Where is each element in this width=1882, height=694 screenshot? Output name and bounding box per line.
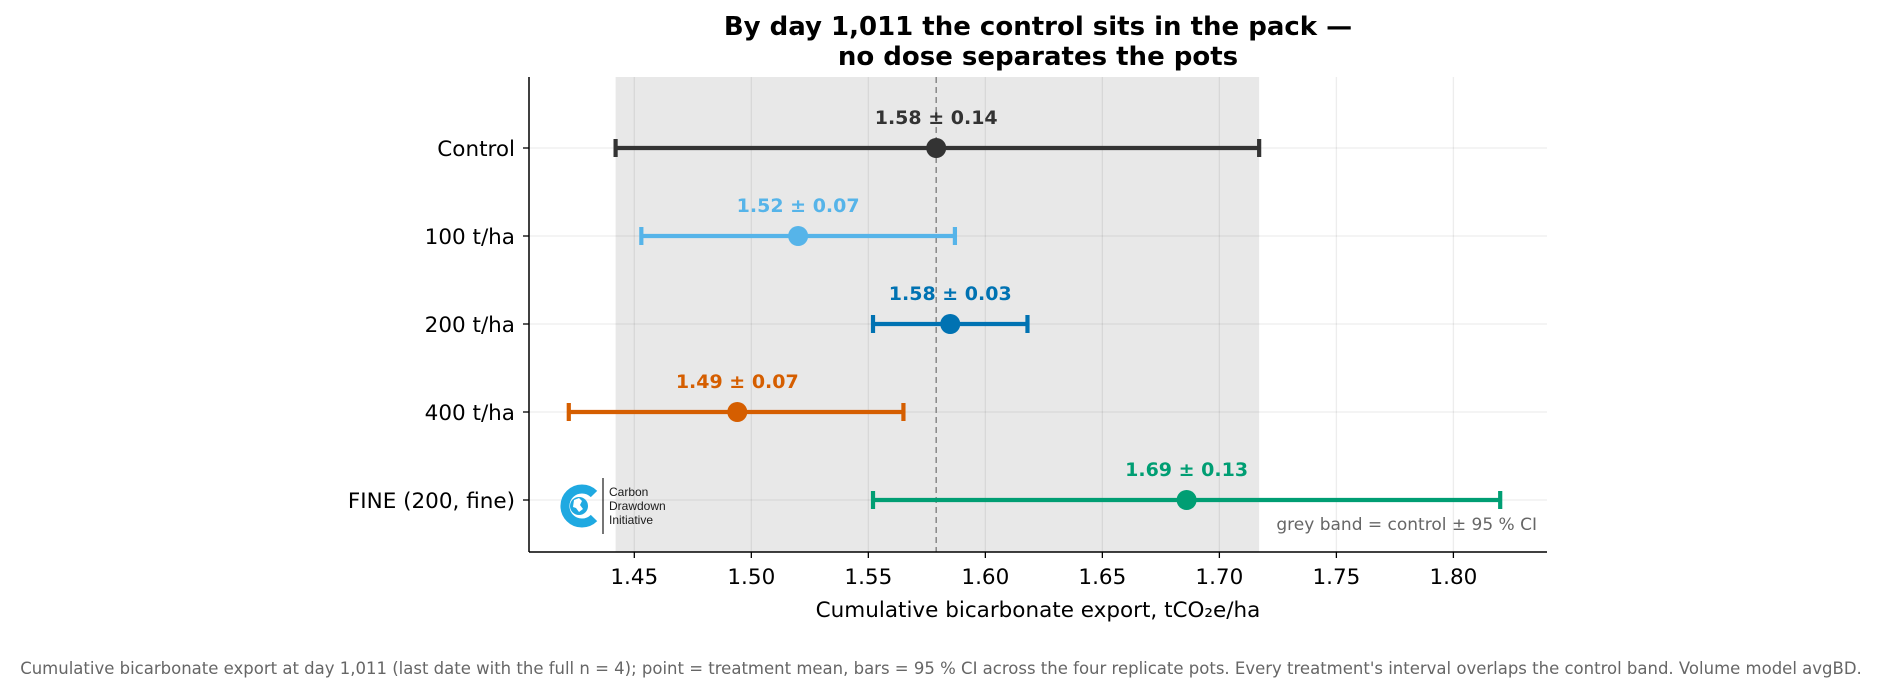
data-label: 1.52 ± 0.07 <box>737 195 860 217</box>
x-tick-label: 1.60 <box>961 565 1009 590</box>
figure-caption: Cumulative bicarbonate export at day 1,0… <box>20 659 1862 678</box>
mean-point <box>940 314 961 334</box>
x-tick-label: 1.55 <box>844 565 892 590</box>
y-tick-label: Control <box>437 137 515 162</box>
series-2: 1.58 ± 0.03 <box>870 283 1030 334</box>
x-tick-label: 1.80 <box>1429 565 1477 590</box>
x-tick-label: 1.65 <box>1078 565 1126 590</box>
mean-point <box>926 138 947 158</box>
y-tick-label: FINE (200, fine) <box>348 489 515 514</box>
data-label: 1.69 ± 0.13 <box>1125 459 1248 481</box>
x-tick-label: 1.70 <box>1195 565 1243 590</box>
series-marks: 1.58 ± 0.14 1.52 ± 0.07 1.58 ± 0.03 1.49 ± … <box>566 107 1503 510</box>
logo-text-line-3: Initiative <box>609 513 653 527</box>
carbon-drawdown-globe-icon <box>560 484 598 528</box>
logo-text-line-2: Drawdown <box>609 499 666 513</box>
data-label: 1.58 ± 0.03 <box>889 283 1012 305</box>
x-tick-label: 1.45 <box>610 565 658 590</box>
mean-point <box>788 226 809 246</box>
series-0: 1.58 ± 0.14 <box>613 107 1262 158</box>
data-label: 1.49 ± 0.07 <box>676 371 799 393</box>
carbon-drawdown-logo: Carbon Drawdown Initiative <box>560 478 666 534</box>
chart-title-line-1: By day 1,011 the control sits in the pac… <box>724 12 1352 42</box>
logo-text-line-1: Carbon <box>609 485 648 499</box>
series-1: 1.52 ± 0.07 <box>639 195 958 246</box>
chart-title-line-2: no dose separates the pots <box>838 42 1238 72</box>
mean-point <box>727 402 748 422</box>
mean-point <box>1176 490 1197 510</box>
series-3: 1.49 ± 0.07 <box>566 371 906 422</box>
band-note: grey band = control ± 95 % CI <box>1276 515 1537 535</box>
y-tick-label: 200 t/ha <box>425 313 515 338</box>
series-4: 1.69 ± 0.13 <box>870 459 1503 510</box>
x-axis-ticks: 1.45 1.50 1.55 1.60 1.65 1.70 1.75 1.80 <box>610 552 1477 590</box>
x-axis-label: Cumulative bicarbonate export, tCO₂e/ha <box>816 598 1261 623</box>
data-label: 1.58 ± 0.14 <box>875 107 998 129</box>
y-tick-label: 400 t/ha <box>425 401 515 426</box>
x-tick-label: 1.50 <box>727 565 775 590</box>
y-tick-label: 100 t/ha <box>425 225 515 250</box>
x-tick-label: 1.75 <box>1312 565 1360 590</box>
y-axis-ticks: Control 100 t/ha 200 t/ha 400 t/ha FINE (200… <box>348 137 529 514</box>
